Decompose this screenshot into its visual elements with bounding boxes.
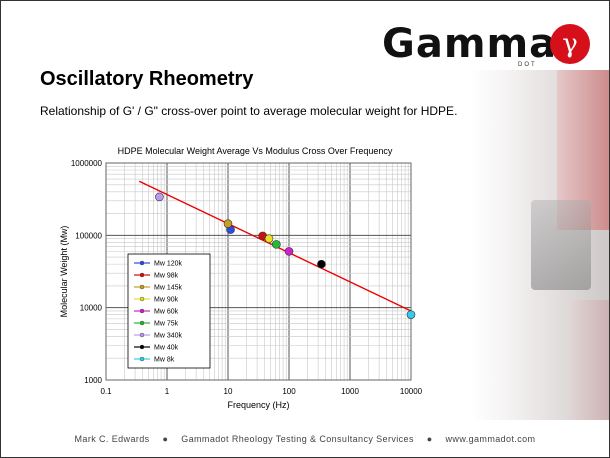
gamma-symbol-icon: γ (550, 24, 590, 64)
legend-swatch-marker (139, 344, 145, 350)
data-point (406, 310, 416, 319)
legend-entry: Mw 40k (154, 345, 179, 352)
legend-entry: Mw 145k (154, 285, 183, 292)
x-tick-label: 100 (282, 387, 296, 396)
legend-entry: Mw 90k (154, 297, 179, 304)
y-tick-label: 10000 (80, 304, 103, 313)
x-axis-label: Frequency (Hz) (227, 400, 289, 410)
legend-swatch-marker (139, 320, 145, 326)
data-point (264, 234, 274, 243)
legend-entry: Mw 60k (154, 309, 179, 316)
legend-entry: Mw 98k (154, 273, 179, 280)
chart-legend: Mw 120k Mw 98k Mw 145k Mw 90k Mw 60k Mw 75k Mw… (127, 253, 211, 369)
molecular-weight-chart: 0.1 1 10 100 1000 10000 1000 10000 100000 100000… (59, 159, 423, 410)
slide-title: Oscillatory Rheometry (40, 68, 254, 90)
legend-entry: Mw 120k (154, 261, 183, 268)
footer-website[interactable]: www.gammadot.com (445, 434, 536, 444)
legend-swatch-marker (139, 272, 145, 278)
legend-swatch-marker (139, 332, 145, 338)
data-point (272, 240, 281, 249)
y-axis-ticks: 1000 10000 100000 1000000 (71, 159, 103, 385)
slide-subtitle: Relationship of G' / G" cross-over point… (40, 104, 458, 118)
gammadot-logo: Gamma γ DOT (382, 20, 602, 70)
legend-entry: Mw 8k (154, 357, 175, 364)
legend-swatch-marker (139, 284, 145, 290)
y-tick-label: 1000 (84, 376, 102, 385)
y-tick-label: 1000000 (71, 159, 103, 168)
legend-swatch-marker (139, 260, 145, 266)
data-point (317, 259, 326, 269)
data-points (155, 192, 416, 319)
legend-swatch-marker (139, 356, 145, 362)
plot-area (105, 162, 412, 381)
footer-author: Mark C. Edwards (74, 434, 150, 444)
y-axis-label: Molecular Weight (Mw) (59, 226, 69, 318)
x-axis-ticks: 0.1 1 10 100 1000 10000 (100, 387, 422, 396)
photo-red-column (557, 70, 609, 230)
data-point (223, 219, 233, 228)
x-tick-label: 1000 (341, 387, 359, 396)
x-tick-label: 1 (165, 387, 170, 396)
logo-text: Gamma (382, 21, 558, 67)
legend-swatch-marker (139, 296, 145, 302)
photo-instrument-head (531, 200, 591, 290)
x-tick-label: 10 (224, 387, 233, 396)
x-tick-label: 0.1 (100, 387, 112, 396)
logo-subtext: DOT (518, 62, 537, 68)
chart-title: HDPE Molecular Weight Average Vs Modulus… (117, 146, 393, 156)
footer-company: Gammadot Rheology Testing & Consultancy … (181, 434, 414, 444)
legend-entry: Mw 340k (154, 333, 183, 340)
rheometer-photo (470, 70, 609, 420)
photo-base (569, 300, 609, 420)
legend-swatch-marker (139, 308, 145, 314)
data-point (155, 192, 164, 202)
footer: Mark C. Edwards ● Gammadot Rheology Test… (0, 434, 610, 444)
legend-entry: Mw 75k (154, 321, 179, 328)
footer-separator-icon: ● (162, 434, 169, 444)
x-tick-label: 10000 (400, 387, 423, 396)
data-point (284, 247, 294, 256)
y-tick-label: 100000 (75, 231, 102, 240)
footer-separator-icon: ● (426, 434, 433, 444)
